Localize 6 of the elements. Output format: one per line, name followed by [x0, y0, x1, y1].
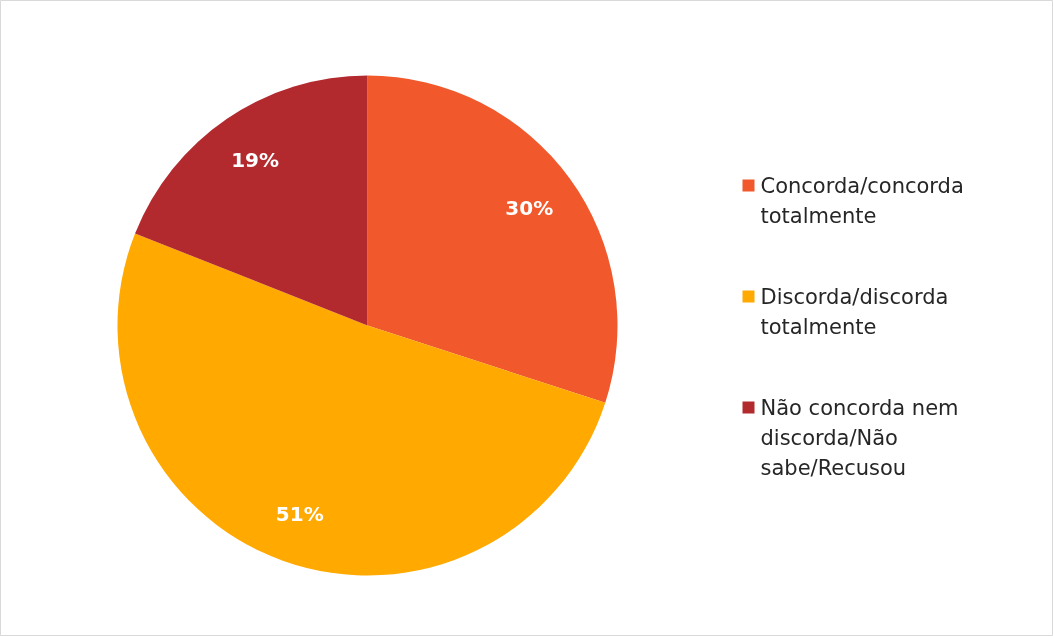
legend-label: Não concorda nem discorda/Não sabe/Recusou [760, 395, 959, 480]
legend-label: Discorda/discorda totalmente [760, 284, 949, 339]
data-label: 51% [275, 501, 324, 526]
legend-label: Concorda/concorda totalmente [760, 173, 964, 228]
data-label: 30% [505, 195, 554, 220]
data-label: 19% [231, 148, 280, 173]
